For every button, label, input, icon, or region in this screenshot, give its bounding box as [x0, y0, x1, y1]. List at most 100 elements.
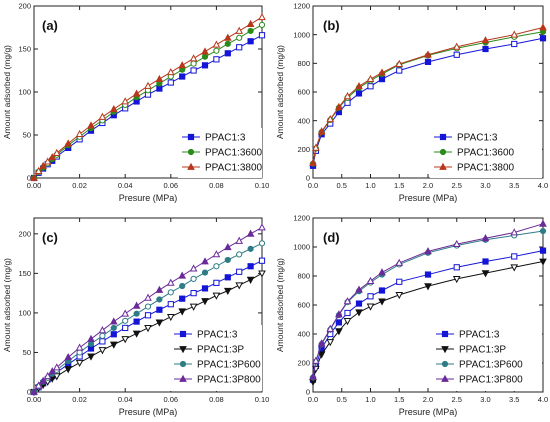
data-point: [355, 82, 363, 90]
data-point: [201, 47, 209, 55]
data-point: [166, 67, 175, 76]
data-point: [144, 303, 152, 310]
x-axis-label: Presure (MPa): [119, 407, 178, 417]
data-point: [395, 59, 404, 67]
data-point: [76, 349, 83, 356]
data-point: [167, 301, 174, 308]
data-point: [335, 328, 343, 336]
data-point: [396, 67, 403, 74]
x-tick-label: 0.04: [118, 395, 133, 404]
y-tick-label: 200: [297, 145, 310, 154]
data-point: [223, 33, 232, 41]
legend: PPAC1:3 PPAC1:3600 PPAC1:3800: [430, 128, 542, 178]
y-tick-label: 50: [23, 348, 31, 357]
x-tick-label: 2.0: [423, 181, 433, 190]
x-tick-label: 0.08: [209, 395, 224, 404]
data-point: [144, 293, 152, 301]
data-point: [378, 68, 386, 76]
data-point: [43, 157, 52, 165]
data-point: [539, 227, 547, 235]
data-point: [48, 153, 57, 161]
data-point: [236, 251, 243, 258]
data-point: [155, 319, 164, 327]
chart-panel: 0.00 0.02 0.04 0.06 0.08 0.10 0 50 100 150 200 Pres…: [2, 2, 269, 203]
data-point: [395, 291, 404, 300]
x-tick-label: 0.02: [72, 181, 87, 190]
x-tick-label: 1.5: [394, 395, 404, 404]
data-point: [235, 236, 244, 244]
legend-label: PPAC1:3800: [457, 163, 515, 174]
y-tick-label: 0: [306, 174, 310, 183]
data-point: [98, 347, 107, 355]
data-point: [30, 387, 38, 395]
x-tick-label: 1.0: [365, 395, 375, 404]
x-tick-label: 4.0: [538, 181, 548, 190]
data-point: [213, 56, 220, 63]
data-point: [64, 366, 73, 374]
data-point: [510, 228, 519, 236]
data-point: [121, 336, 130, 344]
legend-label: PPAC1:3P600: [197, 360, 261, 371]
legend-marker: [187, 162, 195, 170]
series-group: [309, 219, 547, 380]
y-tick-label: 0: [27, 174, 31, 183]
data-point: [481, 36, 490, 44]
data-point: [247, 245, 254, 252]
data-point: [178, 308, 187, 316]
series-group: [309, 35, 547, 169]
y-tick-label: 150: [18, 269, 31, 278]
legend-label: PPAC1:3P600: [459, 360, 523, 371]
data-point: [511, 40, 518, 48]
data-point: [236, 44, 243, 51]
legend-marker: [179, 330, 187, 338]
x-tick-label: 0.10: [255, 181, 270, 190]
legend-label: PPAC1:3P800: [459, 375, 523, 386]
data-point: [236, 268, 243, 275]
y-tick-label: 50: [23, 131, 31, 140]
data-point: [355, 309, 363, 317]
data-point: [48, 367, 57, 375]
y-tick-label: 200: [18, 2, 31, 11]
chart-panel: 0.00 0.02 0.04 0.06 0.08 0.10 0 50 100 150 200 Pres…: [2, 217, 269, 417]
data-point: [133, 310, 140, 317]
data-point: [247, 27, 254, 35]
data-point: [510, 30, 519, 38]
data-point: [64, 352, 73, 361]
y-tick-label: 0: [306, 388, 310, 397]
data-point: [98, 112, 107, 120]
legend-label: PPAC1:3: [457, 133, 498, 144]
x-tick-label: 3.5: [509, 395, 519, 404]
panel-label: (b): [323, 18, 340, 33]
legend-label: PPAC1:3: [459, 330, 500, 341]
data-point: [343, 297, 352, 305]
y-tick-label: 1200: [293, 214, 310, 223]
data-point: [109, 341, 118, 349]
data-point: [144, 325, 152, 333]
legend-marker: [439, 148, 447, 156]
legend-marker: [187, 133, 195, 141]
data-point: [110, 324, 117, 332]
data-point: [99, 338, 106, 345]
data-point: [190, 60, 197, 67]
data-point: [144, 312, 152, 319]
data-point: [367, 83, 374, 90]
legend-marker: [439, 133, 447, 141]
data-point: [395, 258, 404, 266]
data-point: [75, 343, 84, 351]
data-point: [34, 166, 43, 175]
data-point: [511, 253, 518, 260]
data-point: [155, 285, 164, 293]
data-point: [212, 292, 221, 300]
data-point: [122, 324, 129, 332]
data-point: [201, 257, 209, 265]
data-point: [453, 264, 460, 271]
x-tick-label: 0.00: [27, 395, 42, 404]
y-tick-label: 600: [297, 301, 310, 310]
legend-label: PPAC1:3600: [457, 148, 515, 159]
data-point: [309, 158, 317, 166]
data-point: [235, 26, 244, 34]
legend: PPAC1:3 PPAC1:3600 PPAC1:3800: [178, 128, 263, 178]
data-point: [87, 340, 95, 347]
data-point: [355, 285, 363, 293]
